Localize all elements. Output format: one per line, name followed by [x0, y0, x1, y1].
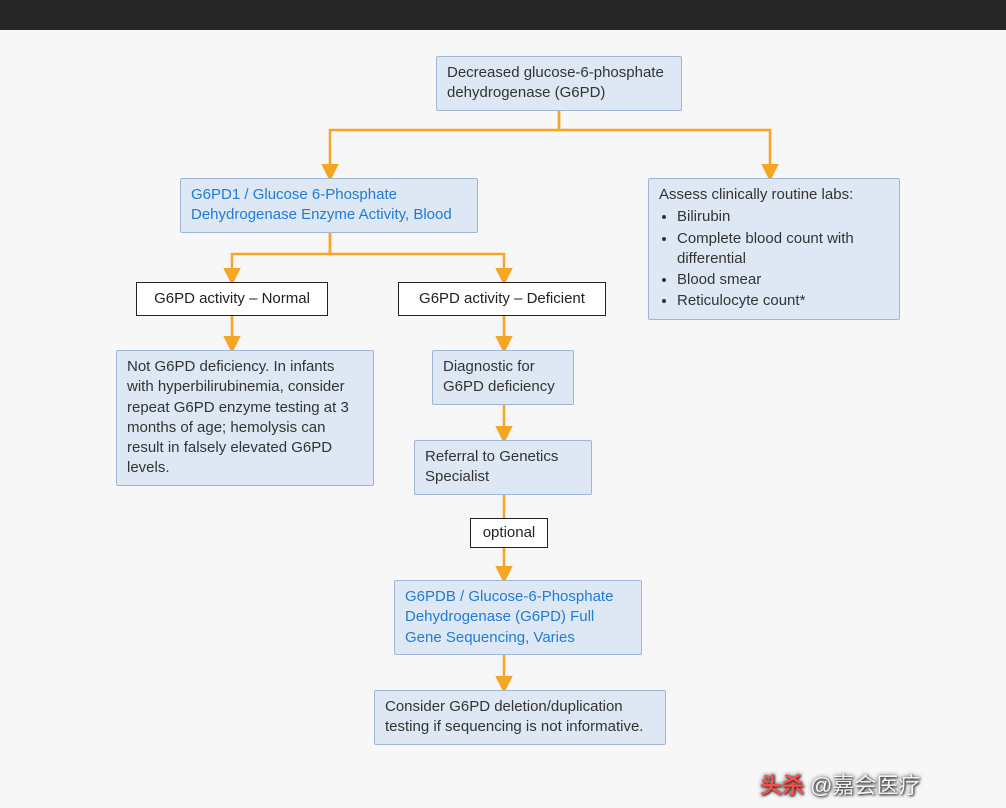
node-optional: optional — [470, 518, 548, 548]
node-not-deficiency: Not G6PD deficiency. In infants with hyp… — [116, 350, 374, 486]
deficient-text: G6PD activity – Deficient — [419, 290, 585, 307]
optional-text: optional — [483, 524, 536, 541]
node-full-gene-seq[interactable]: G6PDB / Glucose-6-Phosphate Dehydrogenas… — [394, 580, 642, 655]
node-activity-deficient: G6PD activity – Deficient — [398, 282, 606, 316]
watermark-text: @嘉会医疗 — [810, 773, 920, 798]
node-enzyme-link: G6PD1 / Glucose 6-Phosphate Dehydrogenas… — [191, 186, 452, 223]
fullgene-link: G6PDB / Glucose-6-Phosphate Dehydrogenas… — [405, 588, 613, 646]
node-assess-labs: Assess clinically routine labs: Bilirubi… — [648, 178, 900, 320]
referral-text: Referral to Genetics Specialist — [425, 448, 558, 485]
assess-title: Assess clinically routine labs: — [659, 186, 853, 203]
bullet-cbc: Complete blood count with differential — [677, 229, 889, 270]
node-deldup: Consider G6PD deletion/duplication testi… — [374, 690, 666, 745]
node-enzyme-activity[interactable]: G6PD1 / Glucose 6-Phosphate Dehydrogenas… — [180, 178, 478, 233]
assess-bullets: Bilirubin Complete blood count with diff… — [659, 207, 889, 311]
normal-text: G6PD activity – Normal — [154, 290, 310, 307]
top-bar — [0, 0, 1006, 30]
flowchart-canvas: Decreased glucose-6-phosphate dehydrogen… — [0, 30, 1006, 808]
node-root: Decreased glucose-6-phosphate dehydrogen… — [436, 56, 682, 111]
node-referral: Referral to Genetics Specialist — [414, 440, 592, 495]
watermark: 头杀 @嘉会医疗 — [760, 768, 920, 800]
bullet-retic: Reticulocyte count* — [677, 291, 889, 311]
deldup-text: Consider G6PD deletion/duplication testi… — [385, 698, 643, 735]
watermark-prefix: 头杀 — [760, 773, 804, 798]
not-def-text: Not G6PD deficiency. In infants with hyp… — [127, 358, 349, 476]
diag-text: Diagnostic for G6PD deficiency — [443, 358, 555, 395]
node-activity-normal: G6PD activity – Normal — [136, 282, 328, 316]
node-root-text: Decreased glucose-6-phosphate dehydrogen… — [447, 64, 664, 101]
node-diagnostic: Diagnostic for G6PD deficiency — [432, 350, 574, 405]
bullet-smear: Blood smear — [677, 270, 889, 290]
bullet-bilirubin: Bilirubin — [677, 207, 889, 227]
